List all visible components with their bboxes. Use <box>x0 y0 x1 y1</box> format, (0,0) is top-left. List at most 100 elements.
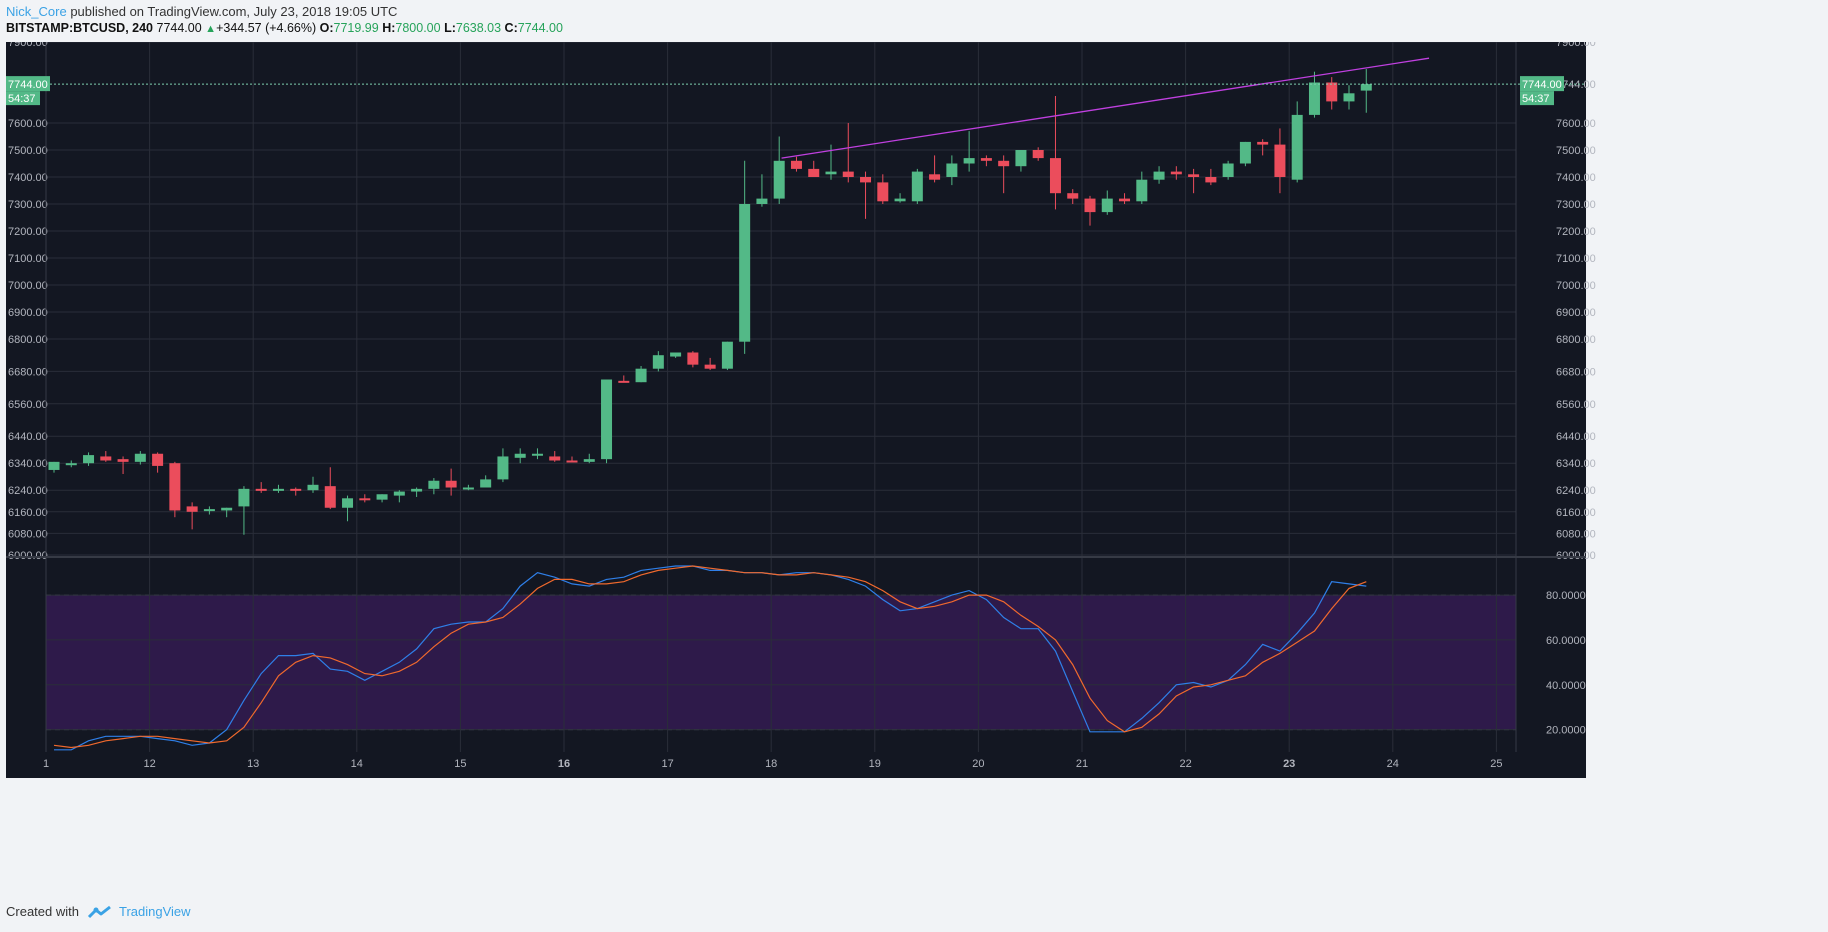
price-tick-label-left: 7900.00 <box>8 42 48 49</box>
candle <box>808 160 820 177</box>
candle <box>272 484 284 493</box>
candle <box>1101 190 1113 215</box>
symbol-legend: BITSTAMP:BTCUSD, 240 7744.00 ▲+344.57 (+… <box>6 21 563 35</box>
tradingview-link[interactable]: TradingView <box>118 904 191 919</box>
candle <box>946 155 958 186</box>
price-tick-label-right: 6560.00 <box>1556 399 1596 411</box>
candle-body <box>860 177 872 183</box>
candle <box>100 451 112 462</box>
candle <box>290 487 302 496</box>
candle-body <box>48 461 60 470</box>
price-tick-label-right: 7100.00 <box>1556 253 1596 265</box>
candle <box>169 461 181 518</box>
candle <box>756 174 768 207</box>
candle-body <box>756 198 768 204</box>
candle-body <box>359 498 371 501</box>
candle <box>531 448 543 460</box>
candle-body <box>911 171 923 202</box>
candle <box>1343 85 1355 110</box>
price-tick-label-left: 6900.00 <box>8 307 48 319</box>
candle <box>860 171 872 219</box>
last-price-badge-left <box>6 76 50 92</box>
candle-body <box>238 488 250 507</box>
candle <box>566 456 578 463</box>
candle <box>1153 166 1165 184</box>
stochastic-tick-label: 40.0000 <box>1546 680 1586 692</box>
price-tick-label-left: 6440.00 <box>8 431 48 443</box>
candle-body <box>342 498 354 508</box>
candle-body <box>1360 84 1372 91</box>
price-tick-label-left: 6160.00 <box>8 507 48 519</box>
author-link[interactable]: Nick_Core <box>6 4 67 19</box>
candle <box>687 351 699 368</box>
candle-body <box>428 480 440 489</box>
time-tick-label: 20 <box>972 758 984 770</box>
candle-body <box>842 171 854 177</box>
price-tick-label-right: 7600.00 <box>1556 118 1596 130</box>
stochastic-tick-label: 20.0000 <box>1546 725 1586 737</box>
candle <box>1084 195 1096 226</box>
candle-body <box>1326 82 1338 102</box>
candle <box>877 174 889 204</box>
symbol-name: BITSTAMP:BTCUSD, 240 <box>6 21 154 35</box>
candle <box>929 155 941 183</box>
candle <box>1257 139 1269 156</box>
last-price-badge-right <box>1520 76 1564 92</box>
candle <box>842 123 854 183</box>
candle <box>549 451 561 462</box>
price-change: +344.57 (+4.66%) <box>216 21 317 35</box>
stochastic-band <box>46 595 1516 730</box>
candle <box>1239 141 1251 167</box>
candle-body <box>134 453 146 462</box>
candle <box>790 156 802 172</box>
candle-body <box>670 352 682 357</box>
time-tick-label: 21 <box>1076 758 1088 770</box>
time-tick-label: 22 <box>1179 758 1191 770</box>
time-tick-label: 15 <box>454 758 466 770</box>
published-text: published on TradingView.com, July 23, 2… <box>70 4 398 19</box>
candle-body <box>963 158 975 164</box>
time-tick-label: 25 <box>1490 758 1502 770</box>
price-tick-label-right: 7200.00 <box>1556 226 1596 238</box>
stochastic-k-line <box>54 565 1367 751</box>
time-tick-label: 18 <box>765 758 777 770</box>
candle <box>83 452 95 466</box>
candle-body <box>445 480 457 488</box>
candle-body <box>704 364 716 369</box>
candle <box>1205 168 1217 186</box>
candle-body <box>117 459 129 462</box>
candle-body <box>1274 144 1286 177</box>
candle-body <box>773 160 785 199</box>
candle-body <box>514 453 526 458</box>
price-tick-label-left: 7400.00 <box>8 172 48 184</box>
time-tick-label: 19 <box>869 758 881 770</box>
candle-body <box>272 488 284 491</box>
candle-body <box>1153 171 1165 180</box>
stochastic-tick-label: 60.0000 <box>1546 635 1586 647</box>
tradingview-logo-icon <box>87 905 111 918</box>
candle-body <box>1222 163 1234 177</box>
price-tick-label-left: 7000.00 <box>8 280 48 292</box>
candle-body <box>1205 177 1217 183</box>
candle-body <box>480 479 492 488</box>
candle-body <box>790 160 802 169</box>
time-tick-label: 24 <box>1387 758 1399 770</box>
candle-body <box>186 506 198 512</box>
candle-body <box>497 456 509 480</box>
price-tick-label-right: 7000.00 <box>1556 280 1596 292</box>
candle <box>998 155 1010 194</box>
candle-body <box>1015 150 1027 167</box>
candle-body <box>1257 141 1269 145</box>
candle-body <box>583 459 595 462</box>
high-label: H: <box>382 21 396 35</box>
candle <box>1136 171 1148 204</box>
candle-body <box>1308 82 1320 115</box>
candle <box>255 482 267 493</box>
last-price: 7744.00 <box>156 21 202 35</box>
candle <box>376 494 388 503</box>
countdown-badge-right <box>1520 91 1554 106</box>
price-chart[interactable]: 7900.007900.007744.007744.007600.007600.… <box>6 42 1828 895</box>
candle-body <box>255 488 267 491</box>
candle <box>1291 101 1303 183</box>
candle-body <box>980 158 992 161</box>
